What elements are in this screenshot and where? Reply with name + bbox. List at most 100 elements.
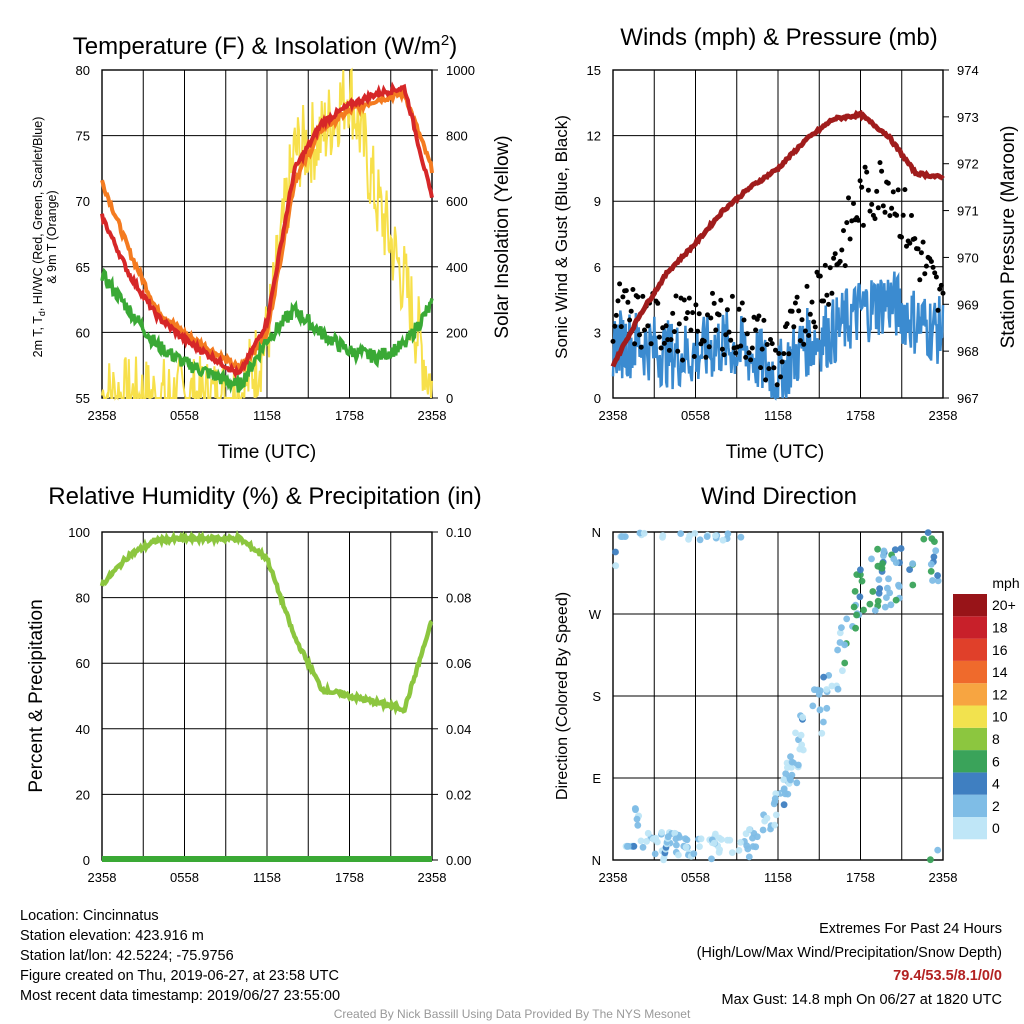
gust-point	[922, 271, 928, 277]
x-tick-label: 1758	[335, 408, 364, 423]
colorbar-label: 10	[992, 709, 1008, 725]
y-right-tick-label: 400	[446, 260, 468, 275]
gust-point	[880, 203, 886, 209]
direction-point	[633, 815, 641, 823]
direction-point	[866, 600, 874, 608]
direction-point	[885, 575, 892, 583]
temperature-ylabel-left-line1: 2m T, Td, HI/WC (Red, Green, Scarlet/Blu…	[31, 117, 47, 358]
gust-point	[743, 354, 749, 360]
speed-colorbar: mph 0 2 4 6 8 10 12 14 16 18 20+	[953, 575, 1020, 840]
y-right-tick-label: 974	[957, 63, 979, 78]
gust-point	[764, 342, 770, 347]
gust-point	[837, 258, 843, 264]
gust-point	[766, 366, 772, 372]
direction-point	[643, 837, 650, 845]
direction-point	[782, 770, 790, 778]
colorbar-swatch	[953, 794, 987, 817]
direction-point	[780, 801, 788, 809]
gust-point	[746, 350, 752, 356]
direction-point	[880, 547, 888, 555]
gust-point	[789, 308, 795, 314]
direction-point	[836, 629, 844, 637]
recent-data-timestamp: Most recent data timestamp: 2019/06/27 2…	[20, 988, 341, 1004]
colorbar-label: 20+	[992, 597, 1016, 613]
direction-point	[884, 584, 891, 592]
gust-point	[686, 295, 692, 301]
direction-point	[927, 568, 935, 575]
gust-point	[802, 328, 808, 334]
colorbar-swatch	[953, 638, 987, 661]
direction-point	[839, 667, 846, 675]
x-tick-label: 0558	[170, 870, 199, 885]
y-right-tick-label: 0.08	[446, 591, 471, 606]
winds-panel-title: Winds (mph) & Pressure (mb)	[620, 24, 937, 51]
gust-point	[806, 333, 812, 338]
gust-point	[670, 310, 676, 316]
gust-point	[666, 347, 672, 353]
gust-point	[933, 274, 939, 280]
direction-point	[691, 530, 699, 537]
station-elevation: Station elevation: 423.916 m	[20, 928, 204, 944]
extremes-subheading: (High/Low/Max Wind/Precipitation/Snow De…	[696, 944, 1002, 961]
gust-point	[753, 327, 759, 333]
gust-point	[661, 340, 667, 346]
series-line-station-pressure	[610, 109, 945, 368]
gust-point	[763, 377, 769, 383]
y-tick-label: 60	[76, 325, 90, 340]
gust-point	[756, 313, 762, 319]
colorbar-swatch	[953, 750, 987, 773]
gust-point	[645, 323, 651, 329]
gust-point	[741, 317, 747, 323]
direction-point	[929, 577, 936, 584]
direction-point	[897, 545, 905, 552]
y-right-tick-label: 970	[957, 250, 979, 265]
gust-point	[713, 327, 719, 333]
x-tick-label: 2358	[929, 408, 958, 423]
gust-point	[807, 311, 813, 317]
gust-point	[726, 329, 732, 335]
station-location: Location: Cincinnatus	[20, 908, 159, 924]
extremes-heading: Extremes For Past 24 Hours	[819, 921, 1002, 937]
gust-point	[744, 331, 750, 337]
gust-point	[889, 205, 895, 211]
colorbar-label: 8	[992, 731, 1000, 747]
colorbar-swatch	[953, 616, 987, 639]
gust-point	[705, 312, 710, 318]
gust-point	[618, 324, 624, 330]
temperature-ylabel-right: Solar Insolation (Yellow)	[492, 135, 513, 338]
credit-line: Created By Nick Bassill Using Data Provi…	[333, 1007, 691, 1021]
y-right-tick-label: 0	[446, 391, 453, 406]
gust-point	[708, 315, 714, 321]
gust-point	[791, 324, 797, 330]
gust-point	[724, 307, 730, 313]
direction-point	[869, 588, 877, 595]
direction-point	[871, 607, 879, 614]
gust-point	[748, 357, 754, 363]
gust-point	[615, 298, 621, 304]
gust-point	[932, 270, 938, 276]
series-line-relative-humidity	[99, 529, 434, 716]
gust-point	[640, 293, 646, 299]
y-tick-label: 0	[594, 391, 601, 406]
direction-point	[673, 841, 680, 849]
colorbar-label: 0	[992, 820, 1000, 836]
gust-point	[915, 246, 921, 252]
colorbar-swatch	[953, 660, 987, 684]
direction-point	[927, 560, 935, 568]
direction-point	[675, 851, 682, 859]
direction-point	[852, 624, 859, 632]
y-right-tick-label: 200	[446, 325, 468, 340]
series-line-9m-temperature	[100, 85, 434, 373]
gust-point	[860, 222, 866, 228]
direction-point	[834, 646, 841, 654]
gust-point	[655, 300, 661, 306]
gust-point	[792, 300, 798, 306]
gust-point	[627, 317, 633, 323]
x-tick-label: 2358	[88, 408, 117, 423]
direction-point	[690, 850, 698, 858]
direction-point	[927, 856, 934, 864]
y-tick-label: 0	[83, 853, 90, 868]
direction-point	[876, 585, 883, 592]
gust-point	[701, 338, 707, 344]
